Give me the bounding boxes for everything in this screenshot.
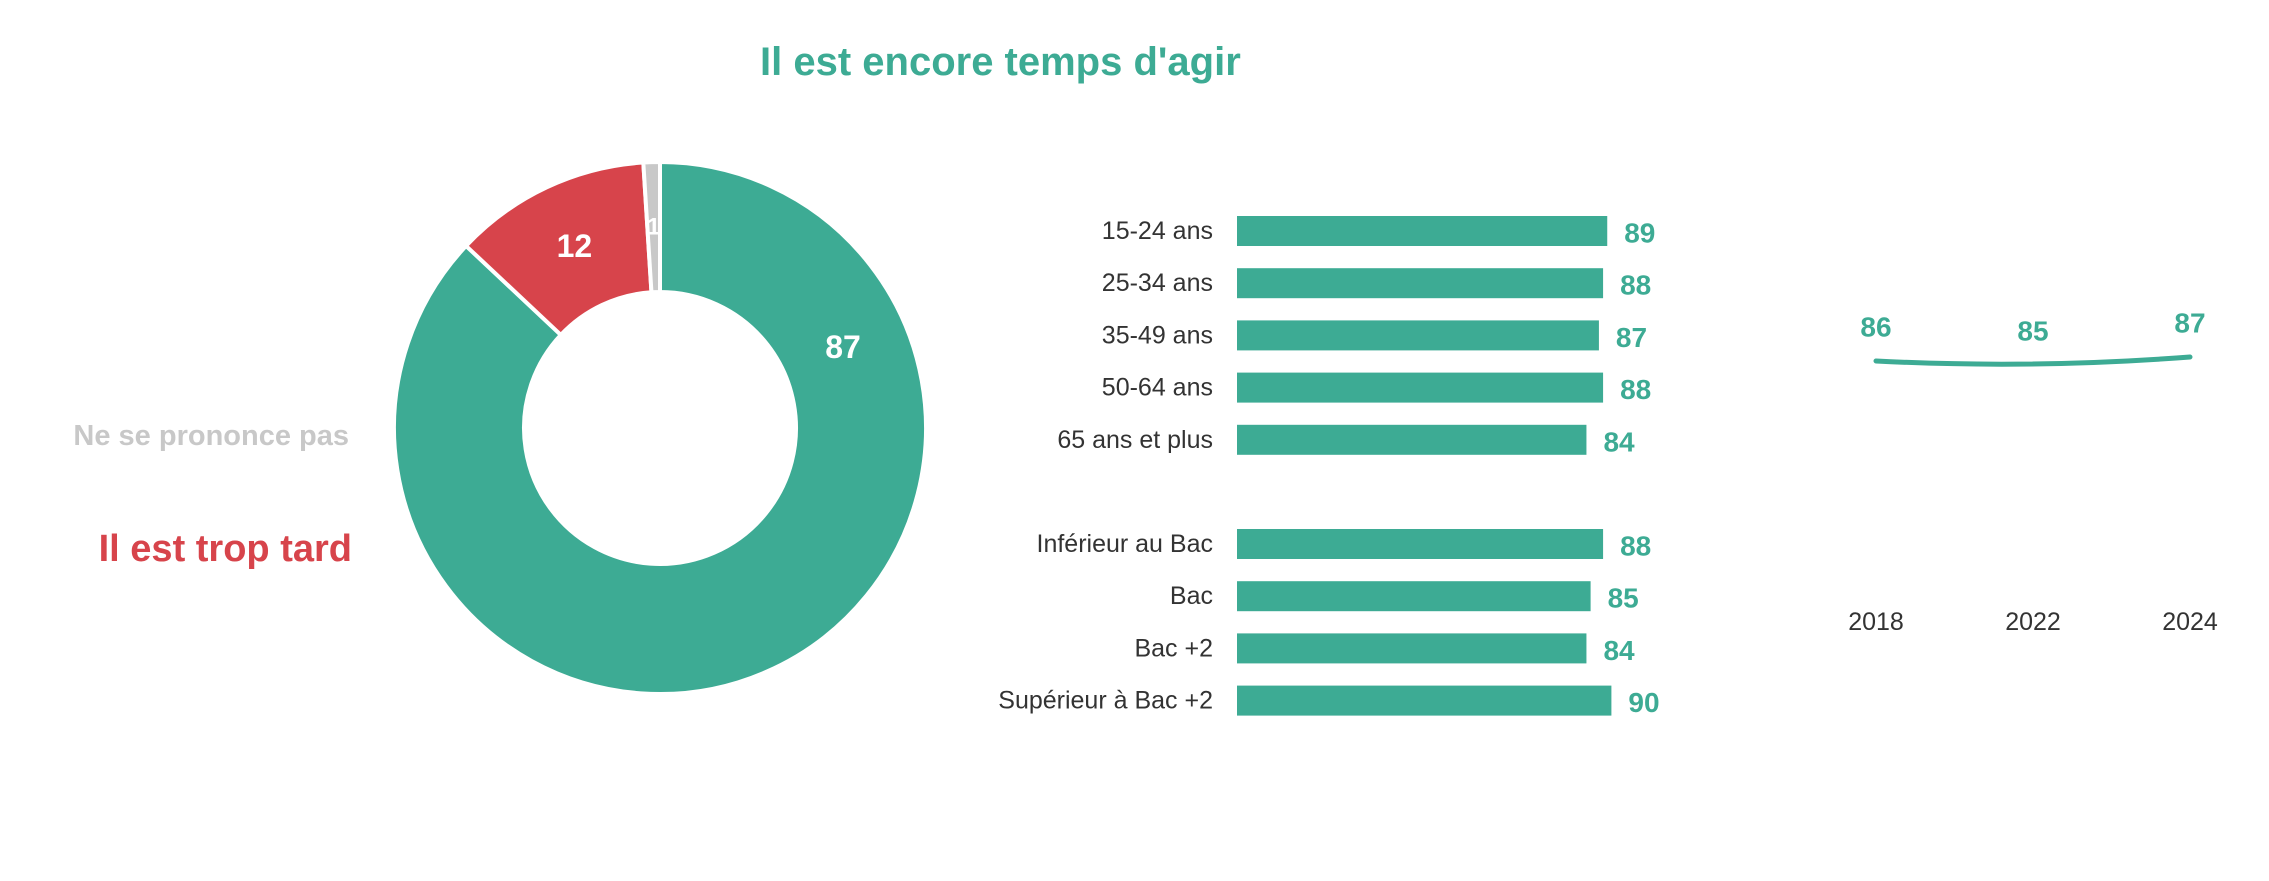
bar	[1237, 529, 1604, 559]
bar-value-label: 84	[1603, 426, 1635, 457]
bar-value-label: 88	[1620, 374, 1651, 405]
bar-value-label: 84	[1603, 635, 1635, 666]
bar	[1237, 320, 1599, 351]
donut-slice-1	[392, 159, 928, 696]
bar-value-label: 90	[1628, 687, 1659, 718]
bar-chart: 15-24 ans 89 25-34 ans 88 35-49 ans 87 50-64 a…	[998, 216, 1660, 718]
trend-x-tick-label: 2022	[2005, 608, 2061, 636]
trend-line-chart: 86 2018 85 2022 87 2024	[1848, 308, 2218, 637]
trend-x-tick-label: 2024	[2162, 608, 2218, 636]
bar-category-label: 35-49 ans	[1102, 321, 1213, 349]
trend-point-label: 87	[2174, 308, 2205, 339]
bar-value-label: 88	[1620, 270, 1651, 301]
no-opinion-legend-label: Ne se prononce pas	[73, 420, 349, 452]
bar	[1237, 685, 1612, 716]
bar-category-label: 65 ans et plus	[1057, 426, 1213, 454]
bar	[1237, 633, 1587, 664]
bar-value-label: 85	[1608, 583, 1639, 614]
bar-value-label: 89	[1624, 218, 1655, 249]
donut-slice-label-2: 12	[557, 228, 593, 264]
bar-category-label: Bac +2	[1134, 634, 1213, 662]
bar	[1237, 216, 1608, 246]
donut-chart: 87 12 1	[392, 159, 928, 696]
bar	[1237, 372, 1604, 403]
bar-category-label: 50-64 ans	[1102, 374, 1213, 402]
bar-category-label: Supérieur à Bac +2	[998, 687, 1213, 715]
bar	[1237, 581, 1591, 612]
bar-category-label: Bac	[1170, 582, 1213, 610]
chart-title: Il est encore temps d'agir	[760, 40, 1241, 84]
too-late-legend-label: Il est trop tard	[98, 528, 352, 570]
bar	[1237, 424, 1587, 455]
bar	[1237, 268, 1604, 299]
bar-category-label: 15-24 ans	[1102, 217, 1213, 245]
bar-category-label: Inférieur au Bac	[1037, 530, 1214, 558]
trend-point-label: 85	[2017, 316, 2048, 347]
trend-line	[1873, 354, 2193, 367]
trend-point-label: 86	[1860, 312, 1891, 343]
bar-value-label: 88	[1620, 531, 1651, 562]
trend-x-tick-label: 2018	[1848, 608, 1904, 636]
bar-value-label: 87	[1616, 322, 1647, 353]
donut-slice-3	[641, 159, 662, 295]
donut-slice-label-1: 87	[825, 329, 861, 365]
donut-slice-label-3: 1	[647, 214, 660, 241]
bar-category-label: 25-34 ans	[1102, 269, 1213, 297]
